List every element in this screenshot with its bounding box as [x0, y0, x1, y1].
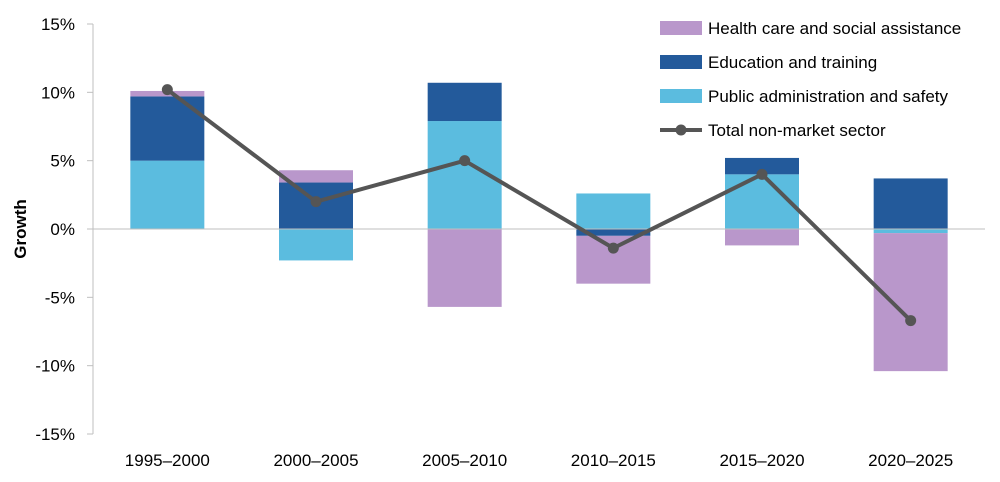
x-tick-label: 2020–2025	[868, 451, 953, 470]
bar-public-administration-and-safety	[279, 229, 353, 261]
y-tick-label: -5%	[45, 288, 75, 307]
line-point	[756, 168, 768, 180]
legend-swatch	[660, 55, 702, 69]
x-tick-label: 2000–2005	[273, 451, 358, 470]
line-total-non-market-sector	[166, 88, 913, 322]
legend-swatch	[660, 89, 702, 103]
bar-public-administration-and-safety	[725, 174, 799, 229]
line-point	[310, 196, 322, 208]
total-line-series	[161, 84, 917, 327]
bar-health-care-and-social-assistance	[279, 170, 353, 183]
line-point	[459, 155, 471, 167]
bar-public-administration-and-safety	[873, 229, 948, 234]
legend-label: Public administration and safety	[708, 87, 949, 106]
y-axis-label: Growth	[11, 199, 30, 259]
line-point	[905, 315, 917, 327]
x-tick-label: 2015–2020	[719, 451, 804, 470]
bar-education-and-training	[873, 178, 948, 229]
legend-label: Education and training	[708, 53, 877, 72]
legend: Health care and social assistance Educati…	[660, 19, 961, 140]
bar-education-and-training	[427, 82, 502, 122]
y-tick-label: 15%	[41, 15, 75, 34]
y-tick-label: 5%	[50, 152, 75, 171]
bar-public-administration-and-safety	[130, 160, 205, 229]
x-axis-ticks: 1995–2000 2000–2005 2005–2010 2010–2015 2015…	[125, 451, 953, 470]
bar-education-and-training	[725, 157, 799, 175]
legend-marker	[675, 124, 687, 136]
y-tick-label: 0%	[50, 220, 75, 239]
x-tick-label: 2010–2015	[571, 451, 656, 470]
line-point	[607, 242, 619, 254]
bar-public-administration-and-safety	[576, 193, 651, 229]
bar-health-care-and-social-assistance	[725, 229, 799, 246]
legend-label: Health care and social assistance	[708, 19, 961, 38]
legend-swatch	[660, 21, 702, 35]
y-axis-ticks: -15% -10% -5% 0% 5% 10% 15%	[35, 15, 93, 444]
bar-education-and-training	[576, 229, 651, 236]
bar-health-care-and-social-assistance	[427, 229, 502, 307]
bar-health-care-and-social-assistance	[873, 233, 948, 372]
legend-label: Total non-market sector	[708, 121, 886, 140]
y-tick-label: 10%	[41, 83, 75, 102]
x-tick-label: 2005–2010	[422, 451, 507, 470]
y-tick-label: -10%	[35, 357, 75, 376]
x-tick-label: 1995–2000	[125, 451, 210, 470]
y-tick-label: -15%	[35, 425, 75, 444]
bar-education-and-training	[130, 96, 205, 161]
line-point	[161, 84, 173, 96]
